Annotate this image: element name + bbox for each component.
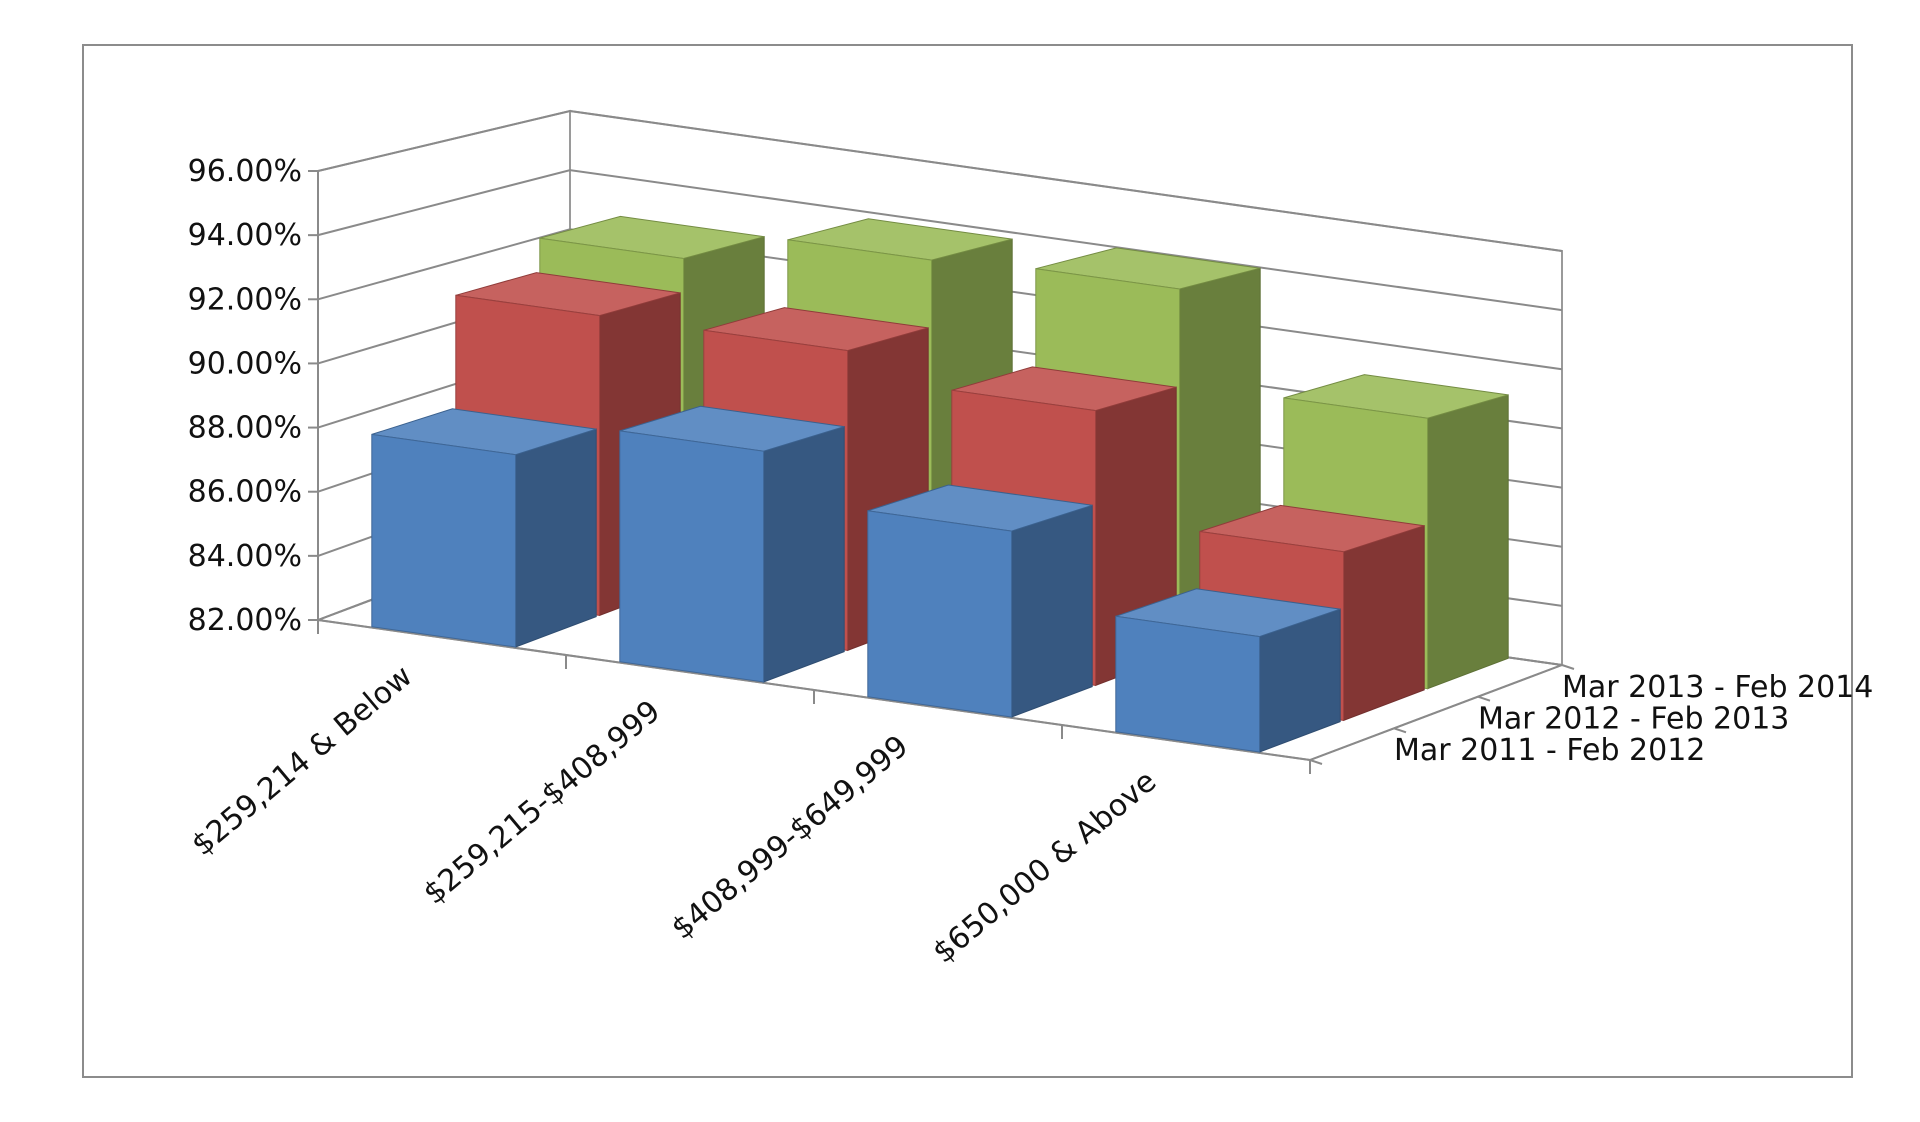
bar-front-face xyxy=(867,510,1013,718)
series-label: Mar 2011 - Feb 2012 xyxy=(1394,733,1705,768)
depth-tick xyxy=(1561,664,1575,670)
bar-side-face xyxy=(515,428,597,648)
bar-side-face xyxy=(763,425,845,683)
bar-side-face xyxy=(1011,504,1093,718)
bar-front-face xyxy=(371,433,517,648)
y-tick-label: 84.00% xyxy=(188,539,302,574)
depth-tick xyxy=(1309,759,1323,765)
bar-side-face xyxy=(1427,394,1509,690)
x-category-label: $259,214 & Below xyxy=(185,659,419,863)
series-label: Mar 2012 - Feb 2013 xyxy=(1478,702,1789,737)
depth-tick xyxy=(1393,727,1407,734)
x-category-label: $259,215-$408,999 xyxy=(417,694,667,912)
y-tick-label: 82.00% xyxy=(188,603,302,638)
bar xyxy=(867,484,1093,718)
bar xyxy=(371,408,597,648)
bar-front-face xyxy=(619,430,765,683)
y-tick-label: 90.00% xyxy=(188,346,302,381)
gridline xyxy=(317,109,1563,252)
y-tick-label: 92.00% xyxy=(188,282,302,317)
bar-front-face xyxy=(1115,615,1261,753)
y-tick-label: 96.00% xyxy=(188,154,302,189)
depth-axis-line xyxy=(1309,664,1563,761)
y-tick-label: 88.00% xyxy=(188,411,302,446)
x-category-label: $408,999-$649,999 xyxy=(665,729,915,947)
y-tick-label: 86.00% xyxy=(188,475,302,510)
bars xyxy=(371,215,1509,753)
series-label: Mar 2013 - Feb 2014 xyxy=(1562,670,1873,705)
chart-axes xyxy=(308,170,1575,774)
bar-side-face xyxy=(1343,525,1425,722)
depth-tick xyxy=(1477,695,1491,702)
y-tick-label: 94.00% xyxy=(188,218,302,253)
bar xyxy=(1115,588,1341,753)
bar xyxy=(619,405,845,683)
gridline xyxy=(317,169,1563,312)
x-category-label: $650,000 & Above xyxy=(926,764,1163,971)
